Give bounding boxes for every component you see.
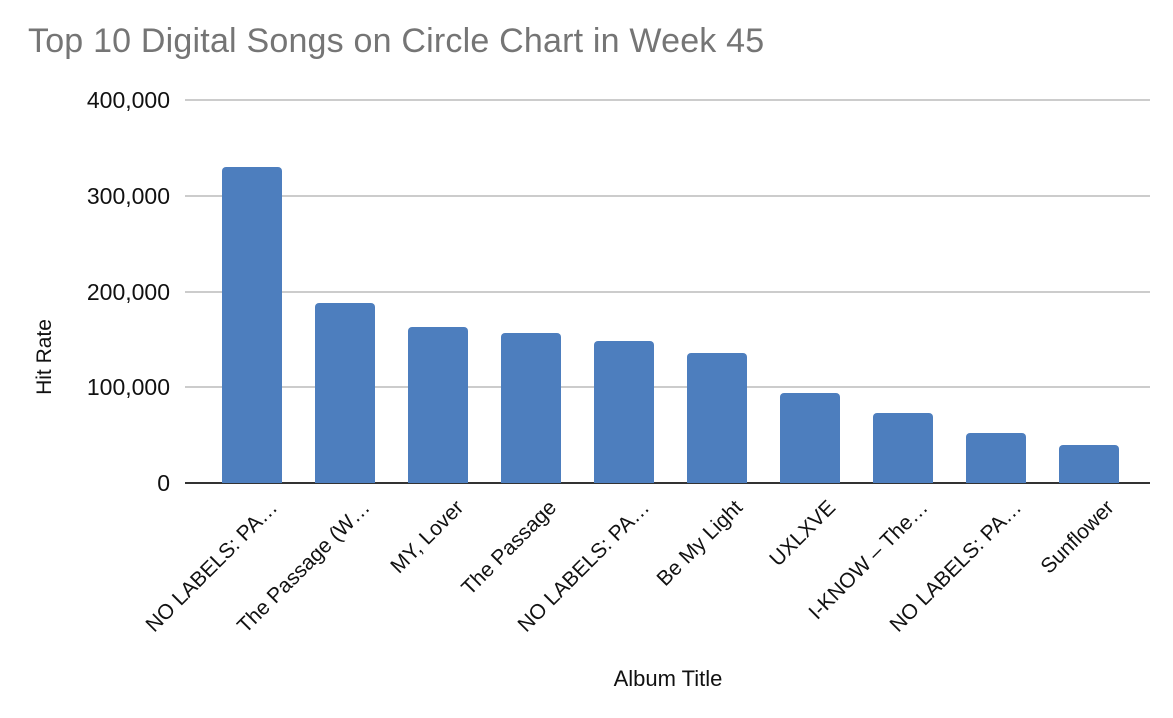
bar bbox=[221, 167, 282, 483]
x-tick-label: The Passage bbox=[456, 496, 561, 600]
gridline bbox=[185, 99, 1150, 101]
y-tick-label: 300,000 bbox=[86, 182, 170, 209]
bar bbox=[779, 393, 840, 483]
y-tick-label: 400,000 bbox=[86, 87, 170, 113]
x-tick-label: Sunflower bbox=[1036, 496, 1119, 579]
bar bbox=[965, 433, 1026, 483]
gridline bbox=[185, 386, 1150, 389]
y-tick-label: 200,000 bbox=[86, 278, 170, 305]
gridline bbox=[185, 194, 1150, 197]
y-tick-label: 0 bbox=[157, 470, 170, 496]
y-axis-title: Hit Rate bbox=[33, 319, 56, 395]
x-axis-line bbox=[185, 482, 1150, 484]
bar bbox=[1058, 444, 1119, 483]
bar bbox=[872, 413, 933, 483]
bar bbox=[407, 326, 468, 483]
y-tick-label: 100,000 bbox=[86, 374, 170, 401]
x-tick-label: UXLXVE bbox=[764, 496, 840, 571]
x-axis-title: Album Title bbox=[613, 666, 723, 691]
bar bbox=[686, 352, 747, 483]
plot-area: 0 100,000 200,000 300,000 400,000 NO LABELS: … bbox=[87, 87, 1150, 638]
gridline bbox=[185, 290, 1150, 293]
x-tick-label: MY, Lover bbox=[385, 496, 468, 579]
bar bbox=[314, 303, 375, 483]
bar bbox=[593, 341, 654, 483]
chart-title: Top 10 Digital Songs on Circle Chart in … bbox=[28, 22, 765, 60]
bar bbox=[500, 332, 561, 483]
x-tick-label: Be My Light bbox=[652, 496, 747, 591]
